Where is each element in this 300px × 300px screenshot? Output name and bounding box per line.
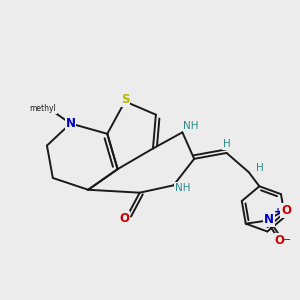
Text: O: O — [119, 212, 129, 225]
Text: methyl: methyl — [29, 104, 56, 113]
Text: N: N — [65, 117, 76, 130]
Text: +: + — [274, 208, 282, 218]
Text: O: O — [281, 204, 291, 217]
Text: N: N — [264, 213, 274, 226]
Text: NH: NH — [184, 122, 199, 131]
Text: S: S — [121, 93, 129, 106]
Text: NH: NH — [175, 183, 191, 193]
Text: H: H — [256, 163, 264, 173]
Text: H: H — [223, 139, 231, 149]
Text: −: − — [282, 235, 292, 244]
Text: O: O — [274, 234, 285, 247]
